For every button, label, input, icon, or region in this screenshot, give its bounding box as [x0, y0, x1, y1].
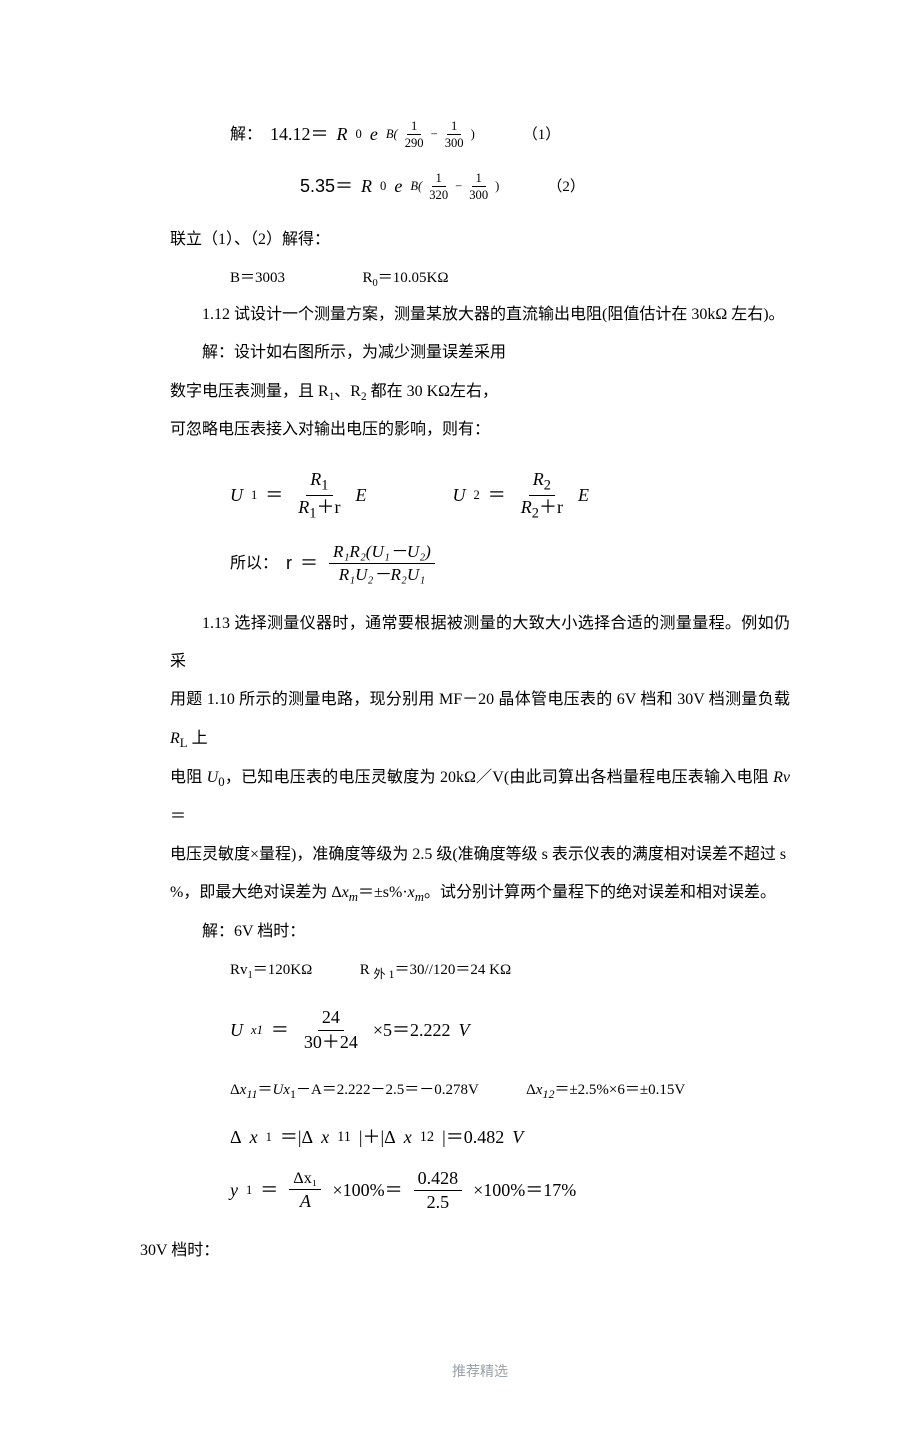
delta-x11-x12: Δx11＝Ux1－A＝2.222－2.5＝－0.278V Δx12＝±2.5%×… — [230, 1072, 790, 1109]
text-combine: 联立（1）、（2）解得： — [170, 221, 790, 259]
eq1-label: （1） — [523, 126, 561, 144]
problem-1-12: 1.12 试设计一个测量方案，测量某放大器的直流输出电阻(阻值估计在 30kΩ … — [170, 296, 790, 334]
equation-1: 解： 14.12＝ R0 e B( 1 290 − 1 300 ) （1） — [230, 118, 790, 152]
sol-30v-label: 30V 档时： — [140, 1232, 790, 1270]
eq1-lhs: 14.12＝ — [270, 124, 329, 146]
problem-1-13-l1: 1.13 选择测量仪器时，通常要根据被测量的大致大小选择合适的测量量程。例如仍采 — [170, 605, 790, 682]
equation-r: 所以： r ＝ R₁R₂(U₁－U₂) R₁U₂－R₂U₁ — [230, 541, 790, 586]
problem-1-13-l5: %，即最大绝对误差为 Δxm＝±s%·xm。试分别计算两个量程下的绝对误差和相对… — [170, 874, 790, 913]
sol-1-12-l3: 可忽略电压表接入对输出电压的影响，则有： — [170, 411, 790, 449]
eq2-lhs: 5.35＝ — [300, 176, 353, 198]
eq1-e: e — [370, 124, 378, 146]
equation-Ux1: Ux1 ＝ 24 30＋24 ×5＝2.222V — [230, 1006, 790, 1054]
result-BR0: B＝3003 R0＝10.05KΩ — [230, 260, 790, 296]
rv1-line: Rv1＝120KΩ R 外 1＝30//120＝24 KΩ — [230, 952, 790, 989]
equation-delta-x1: Δx1 ＝|Δx11 |＋|Δx12 |＝0.482V — [230, 1127, 790, 1149]
sol-1-12-l2: 数字电压表测量，且 R1、R2 都在 30 KΩ左右， — [170, 373, 790, 411]
sol-6v-label: 解：6V 档时： — [170, 913, 790, 951]
eq1-R-sub: 0 — [356, 127, 362, 142]
problem-1-13-l3: 电阻 U0，已知电压表的电压灵敏度为 20kΩ／V(由此司算出各档量程电压表输入… — [170, 759, 790, 836]
eq2-exp: B( 1 320 − 1 300 ) — [410, 170, 499, 204]
equation-y1: y1 ＝ Δx₁ A ×100%＝ 0.428 2.5 ×100%＝17% — [230, 1167, 790, 1215]
equation-2: 5.35＝ R0 e B( 1 320 − 1 300 ) （2） — [300, 170, 790, 204]
page-footer: 推荐精选 — [170, 1361, 790, 1381]
so-label: 所以： — [230, 554, 278, 573]
problem-1-13-l4: 电压灵敏度×量程)，准确度等级为 2.5 级(准确度等级 s 表示仪表的满度相对… — [170, 836, 790, 874]
sol-1-12-l1: 解：设计如右图所示，为减少测量误差采用 — [170, 334, 790, 372]
eq1-exp: B( 1 290 − 1 300 ) — [386, 118, 475, 152]
eq2-label: （2） — [547, 178, 585, 196]
equation-U1-U2: U1 ＝ R1 R1＋r E U2 ＝ R2 R2＋r E — [230, 468, 790, 524]
solve-label: 解： — [230, 125, 262, 144]
problem-1-13-l2: 用题 1.10 所示的测量电路，现分别用 MF－20 晶体管电压表的 6V 档和… — [170, 681, 790, 758]
eq1-R: R — [337, 124, 348, 146]
